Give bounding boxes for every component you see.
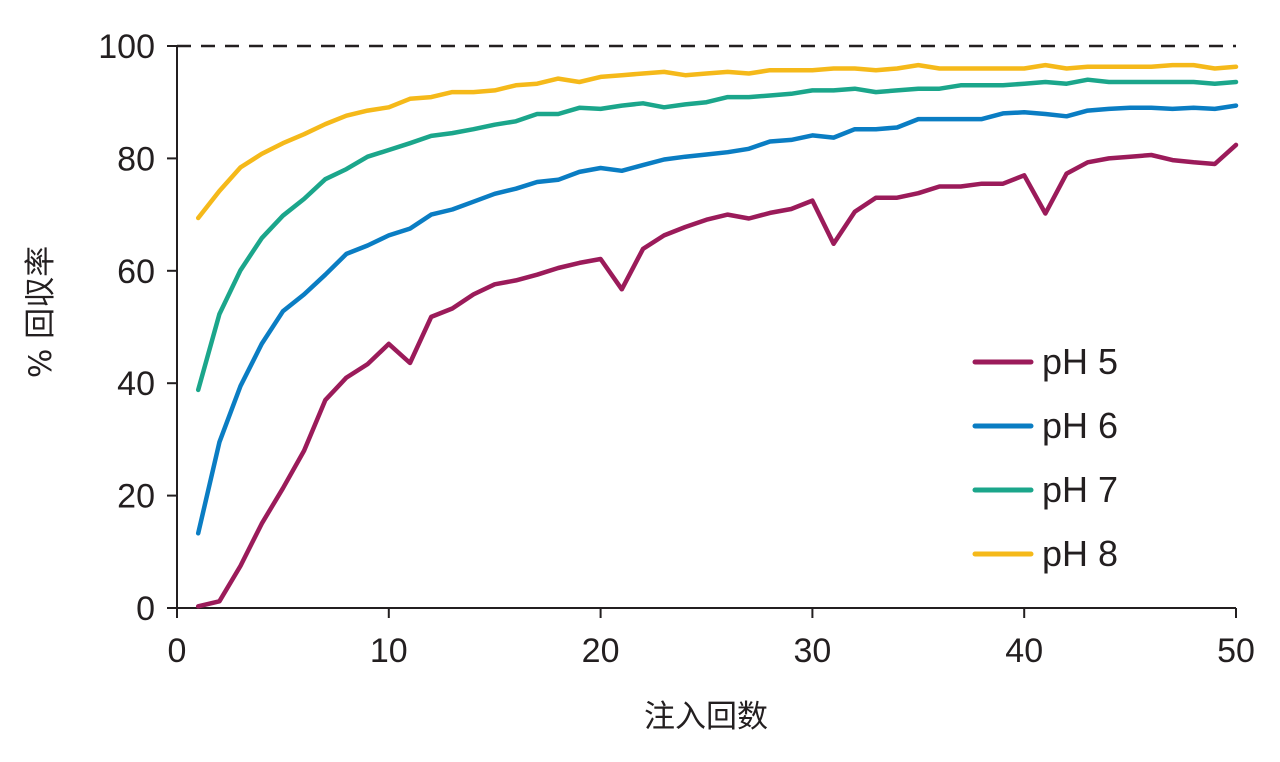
series-line-ph-6 (195, 103, 1239, 536)
legend-label-ph-5: pH 5 (1042, 341, 1118, 382)
x-tick-label: 30 (793, 632, 831, 670)
legend-label-ph-7: pH 7 (1042, 469, 1118, 510)
x-tick-label: 0 (168, 632, 187, 670)
legend-label-ph-8: pH 8 (1042, 533, 1118, 574)
tick-labels: 0 20 40 60 80 100 0 10 20 30 40 50 (98, 28, 1255, 670)
x-tick-label: 10 (370, 632, 408, 670)
legend: pH 5 pH 6 pH 7 pH 8 (972, 341, 1118, 574)
x-tick-label: 50 (1217, 632, 1255, 670)
y-tick-label: 0 (136, 590, 155, 628)
series-line-ph-7 (195, 77, 1239, 393)
x-tick-label: 20 (582, 632, 620, 670)
legend-label-ph-6: pH 6 (1042, 405, 1118, 446)
y-tick-label: 100 (98, 28, 155, 66)
series-line-ph-8 (195, 62, 1239, 221)
x-tick-label: 40 (1005, 632, 1043, 670)
series-line-ph-5 (195, 142, 1239, 609)
axes (167, 45, 1237, 618)
y-tick-label: 80 (117, 140, 155, 178)
y-tick-label: 60 (117, 253, 155, 291)
x-axis-title: 注入回数 (644, 699, 768, 735)
y-tick-label: 20 (117, 478, 155, 516)
y-axis-title: % 回収率 (23, 246, 59, 378)
y-tick-label: 40 (117, 365, 155, 403)
series-lines (195, 62, 1239, 609)
